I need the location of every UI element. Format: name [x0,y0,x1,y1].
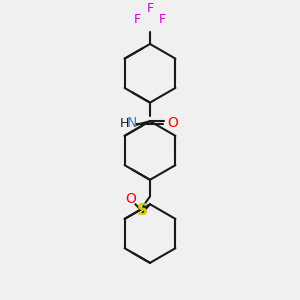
Text: N: N [127,116,137,130]
Text: S: S [137,202,148,217]
Text: F: F [134,13,141,26]
Text: H: H [120,117,130,130]
Text: O: O [125,192,136,206]
Text: F: F [159,13,166,26]
Text: O: O [168,116,178,130]
Text: F: F [146,2,154,15]
